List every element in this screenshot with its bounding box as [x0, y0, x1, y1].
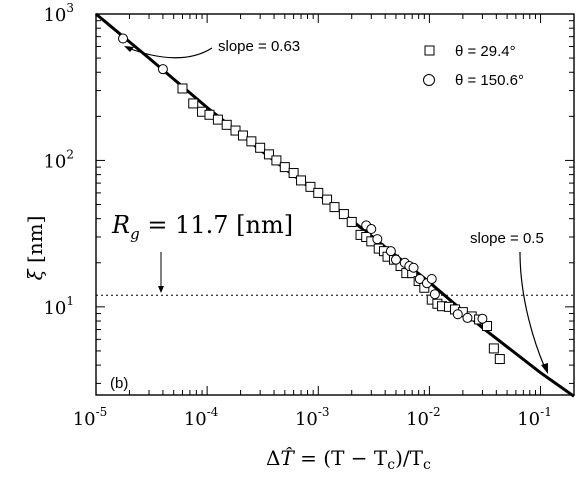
- circle-data-point: [372, 234, 383, 245]
- slope-top-arrowhead: [124, 46, 134, 52]
- y-tick-label: 103: [43, 1, 74, 26]
- circle-data-point: [118, 33, 129, 44]
- square-data-point: [305, 181, 316, 192]
- square-data-point: [346, 216, 357, 227]
- x-axis-label: ΔT̂ = (T − Tc)/Tc: [266, 446, 431, 473]
- square-data-point: [296, 175, 307, 186]
- y-tick-label: 101: [43, 294, 74, 319]
- legend-circle-marker: [423, 74, 435, 86]
- y-tick-label: 102: [43, 147, 74, 172]
- circle-data-point: [429, 289, 440, 300]
- legend-square-marker: [424, 45, 435, 56]
- square-data-point: [494, 354, 505, 365]
- square-data-point: [482, 320, 493, 331]
- square-data-point: [271, 155, 282, 166]
- square-data-point: [279, 162, 290, 173]
- axis-ticks: [95, 13, 575, 395]
- slope-bottom-label: slope = 0.5: [470, 230, 544, 247]
- x-tick-label: 10-3: [295, 405, 330, 430]
- square-data-point: [246, 136, 257, 147]
- square-data-point: [204, 109, 215, 120]
- panel-label: (b): [110, 375, 128, 392]
- x-tick-label: 10-5: [73, 405, 108, 430]
- slope-bottom-arrowhead: [541, 363, 548, 374]
- x-tick-label: 10-1: [517, 405, 552, 430]
- legend: θ = 29.4° θ = 150.6°: [423, 43, 524, 89]
- square-data-point: [188, 98, 199, 109]
- legend-label-1: θ = 29.4°: [455, 43, 516, 60]
- x-tick-label: 10-4: [184, 405, 219, 430]
- square-data-point: [263, 149, 274, 160]
- rg-arrowhead: [158, 286, 164, 293]
- slope-bottom-arrow: [519, 251, 546, 369]
- circle-data-point: [462, 312, 473, 323]
- square-data-point: [255, 142, 266, 153]
- square-data-point: [212, 114, 223, 125]
- square-data-point: [221, 119, 232, 130]
- y-axis-label: ξ [nm]: [23, 216, 47, 281]
- circle-data-point: [426, 273, 437, 284]
- circle-data-point: [366, 224, 377, 235]
- slope-top-arrow: [127, 47, 213, 59]
- square-data-point: [313, 187, 324, 198]
- circle-data-point: [385, 246, 396, 257]
- circle-data-point: [408, 262, 419, 273]
- square-data-point: [338, 209, 349, 220]
- data-markers: [118, 33, 505, 365]
- circle-data-point: [157, 64, 168, 75]
- square-data-point: [322, 194, 333, 205]
- circle-data-point: [477, 313, 488, 324]
- legend-label-2: θ = 150.6°: [455, 72, 524, 89]
- square-data-point: [329, 202, 340, 213]
- slope-top-label: slope = 0.63: [218, 38, 300, 55]
- x-tick-label: 10-2: [406, 405, 441, 430]
- square-data-point: [237, 130, 248, 141]
- circle-data-point: [390, 254, 401, 265]
- square-data-point: [177, 83, 188, 94]
- circle-data-point: [452, 309, 463, 320]
- square-data-point: [488, 343, 499, 354]
- square-data-point: [288, 168, 299, 179]
- rg-label: Rg = 11.7 [nm]: [111, 211, 293, 243]
